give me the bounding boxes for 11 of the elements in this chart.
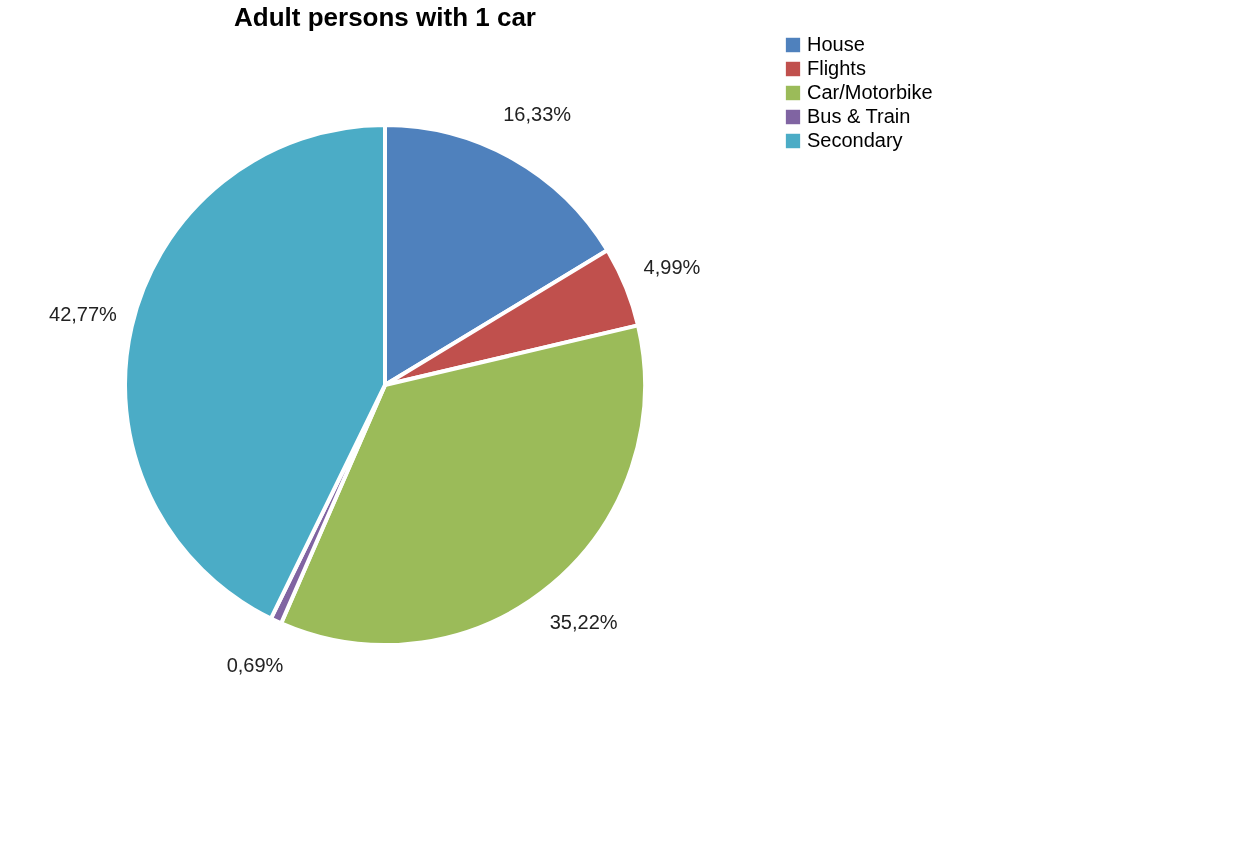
- data-label: 42,77%: [49, 303, 118, 326]
- data-label: 16,33%: [503, 102, 572, 125]
- legend-label: Flights: [807, 57, 866, 79]
- chart-title: Adult persons with 1 car: [234, 2, 536, 32]
- legend-label: Car/Motorbike: [807, 81, 933, 103]
- data-label: 0,69%: [226, 654, 284, 677]
- legend-label: Bus & Train: [807, 105, 911, 127]
- legend-label: House: [807, 33, 865, 55]
- data-label: 4,99%: [643, 255, 701, 278]
- data-label: 35,22%: [549, 610, 618, 633]
- legend-label: Secondary: [807, 129, 903, 151]
